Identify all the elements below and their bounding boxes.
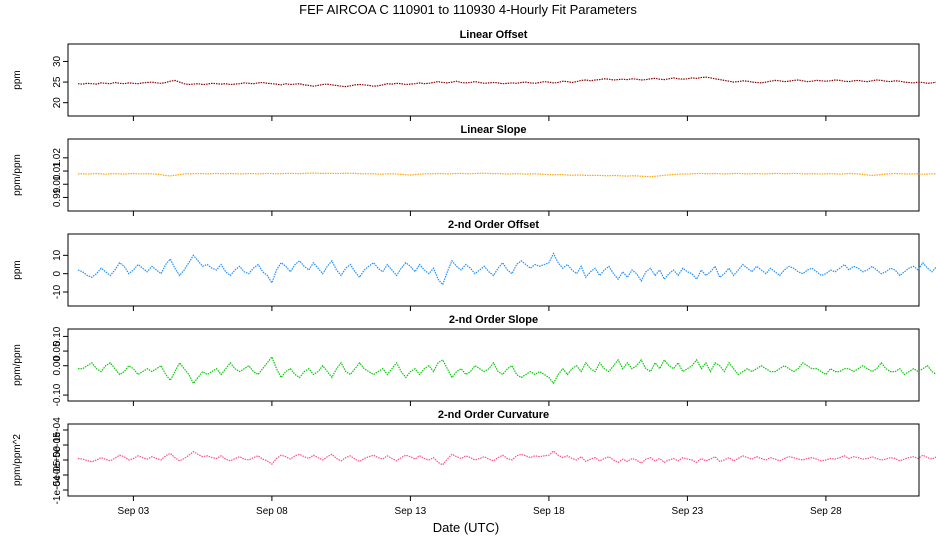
panel-title: Linear Slope	[460, 124, 526, 136]
y-tick-label: 10	[52, 249, 63, 261]
panel-2: Linear Slope 0.991.001.011.02 ppm/ppm	[12, 124, 936, 216]
y-tick-label: 5e-05	[52, 432, 63, 458]
x-tick-label: Sep 03	[118, 506, 150, 517]
series-line	[78, 355, 936, 385]
panel-frame	[67, 423, 920, 497]
x-axis-label: Date (UTC)	[433, 520, 499, 535]
y-tick-label: 0.00	[52, 356, 63, 376]
y-tick-label: 1.01	[52, 161, 63, 181]
panel-4: 2-nd Order Slope -0.10 0.000.050.10 ppm/ppm	[12, 314, 936, 406]
series-line	[77, 76, 936, 88]
panel-3: 2-nd Order Offset -10 0 10 ppm	[12, 219, 936, 311]
y-tick-label: -5e-05	[52, 460, 63, 489]
series-line	[77, 252, 936, 286]
y-tick-label: -1e-04	[52, 475, 63, 504]
y-tick-label: 0e+00	[52, 446, 63, 475]
x-tick-label: Sep 28	[810, 506, 842, 517]
panel-frame	[67, 328, 920, 402]
y-axis-label: ppm	[12, 260, 23, 279]
y-tick-label: 0	[52, 270, 63, 276]
x-tick-label: Sep 23	[672, 506, 704, 517]
panel-title: 2-nd Order Offset	[448, 219, 539, 231]
y-axis-label: ppm	[12, 70, 23, 89]
y-tick-label: 0.99	[52, 187, 63, 207]
y-tick-label: -10	[52, 284, 63, 299]
y-tick-label: 0.05	[52, 341, 63, 361]
panel-title: 2-nd Order Slope	[449, 314, 538, 326]
x-tick-label: Sep 08	[256, 506, 288, 517]
y-tick-label: 30	[52, 55, 63, 67]
series-line	[77, 450, 936, 466]
figure-title: FEF AIRCOA C 110901 to 110930 4-Hourly F…	[299, 2, 637, 17]
y-tick-label: 1e-04	[52, 417, 63, 443]
panel-title: Linear Offset	[460, 29, 528, 41]
y-axis-label: ppm/ppm	[12, 154, 23, 196]
y-tick-label: 25	[52, 76, 63, 88]
y-tick-label: -0.10	[52, 383, 63, 406]
panel-1: Linear Offset 20 25 30 ppm	[12, 29, 936, 121]
y-axis-label: ppm/ppm^2	[12, 434, 23, 486]
x-tick-label: Sep 18	[533, 506, 565, 517]
panel-5: 2-nd Order Curvature -1e-04-5e-050e+005e-…	[12, 409, 936, 517]
y-axis-label: ppm/ppm	[12, 344, 23, 386]
y-tick-label: 0.10	[52, 326, 63, 346]
y-tick-label: 1.00	[52, 174, 63, 194]
panel-frame	[67, 43, 920, 117]
series-line	[77, 172, 936, 178]
y-tick-label: 20	[52, 97, 63, 109]
y-tick-label: 1.02	[52, 148, 63, 168]
panel-frame	[67, 138, 920, 212]
x-tick-label: Sep 13	[395, 506, 427, 517]
panel-frame	[67, 233, 920, 307]
panel-title: 2-nd Order Curvature	[438, 409, 549, 421]
